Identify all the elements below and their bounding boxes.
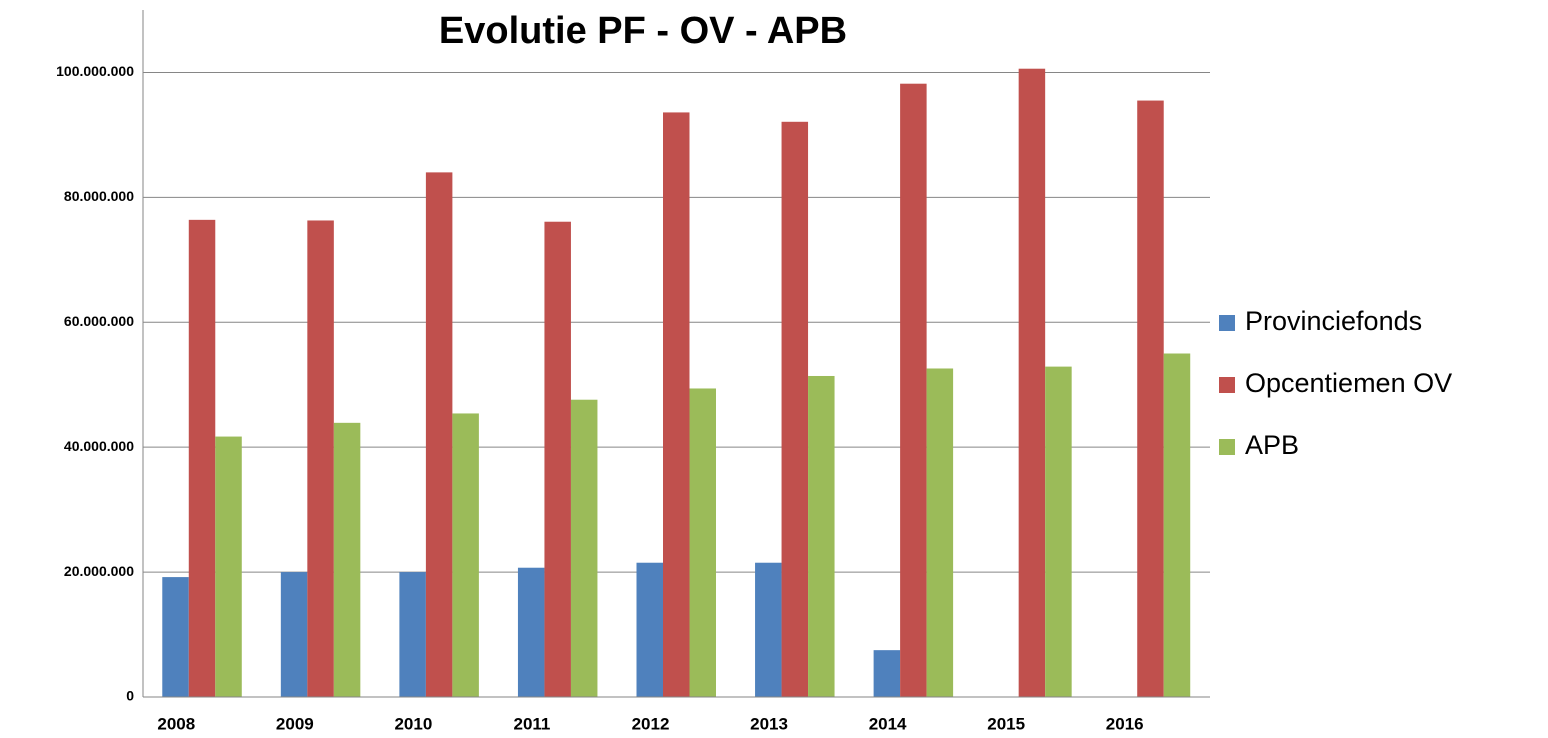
legend-swatch: [1219, 377, 1235, 393]
bar: [1137, 100, 1164, 698]
x-tick-label: 2014: [869, 714, 907, 733]
bar: [900, 83, 927, 698]
bar: [280, 572, 308, 697]
bar: [333, 422, 361, 697]
y-tick-label: 40.000.000: [64, 438, 134, 454]
x-tick-label: 2008: [157, 714, 195, 733]
bar: [570, 399, 598, 697]
legend-swatch: [1219, 315, 1235, 331]
bar: [188, 219, 216, 697]
bar: [755, 562, 782, 697]
x-tick-label: 2015: [987, 714, 1025, 733]
bar: [307, 220, 334, 698]
legend-label: APB: [1245, 430, 1299, 460]
bar: [808, 375, 835, 697]
bar: [636, 562, 663, 697]
y-tick-label: 100.000.000: [56, 63, 134, 79]
legend-label: Opcentiemen OV: [1245, 368, 1452, 398]
bar: [544, 221, 571, 698]
bar: [425, 172, 453, 697]
y-tick-label: 20.000.000: [64, 563, 134, 579]
bar: [162, 577, 189, 697]
bar: [689, 388, 716, 697]
bar: [517, 567, 545, 697]
bar: [452, 413, 479, 697]
bar: [215, 436, 242, 697]
bar: [663, 112, 690, 697]
y-tick-label: 0: [126, 688, 134, 704]
x-tick-label: 2009: [276, 714, 314, 733]
bar: [873, 650, 901, 697]
chart-title: Evolutie PF - OV - APB: [439, 10, 847, 52]
legend-label: Provinciefonds: [1245, 306, 1422, 336]
y-tick-label: 60.000.000: [64, 313, 134, 329]
bar: [1163, 353, 1191, 697]
legend-swatch: [1219, 439, 1235, 455]
x-tick-label: 2012: [632, 714, 670, 733]
bar: [926, 368, 954, 697]
x-tick-label: 2010: [394, 714, 432, 733]
y-tick-label: 80.000.000: [64, 188, 134, 204]
bar: [1018, 68, 1046, 697]
bar: [1045, 366, 1072, 697]
x-tick-label: 2011: [513, 714, 550, 733]
x-tick-label: 2016: [1106, 714, 1144, 733]
bar: [781, 121, 809, 697]
bar: [399, 572, 426, 697]
x-tick-label: 2013: [750, 714, 788, 733]
